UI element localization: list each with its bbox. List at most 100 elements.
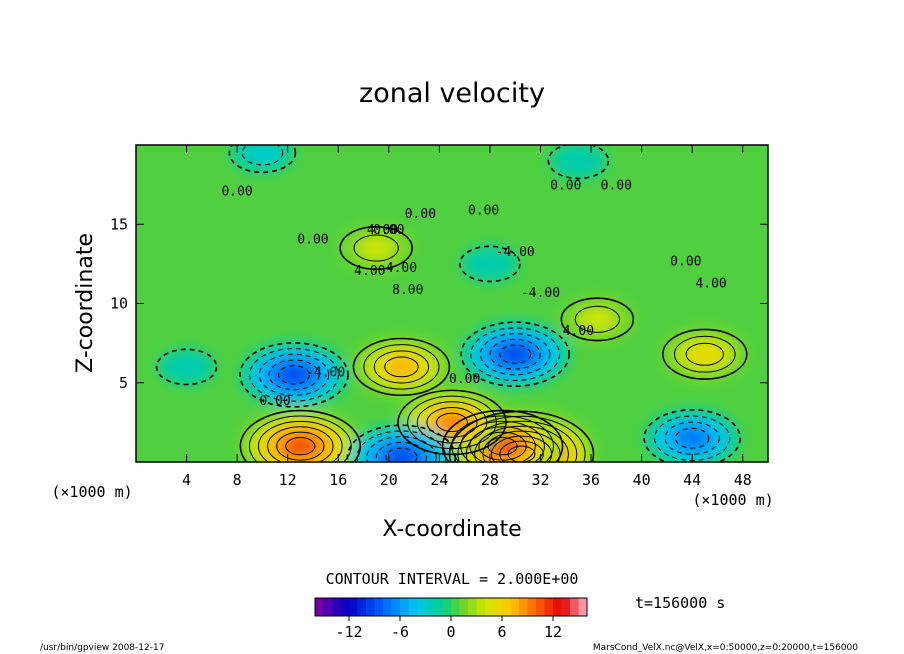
contour-line — [239, 409, 362, 462]
contour-line — [478, 431, 527, 461]
contour-line — [685, 342, 724, 366]
contour-line — [228, 145, 297, 174]
contour-line — [661, 328, 748, 380]
colorbar-bin — [323, 598, 333, 616]
field-shade — [389, 359, 414, 375]
contour-label: 4.00 — [563, 324, 594, 339]
x-tick-label: 12 — [279, 471, 297, 489]
x-unit-right: (×1000 m) — [692, 491, 773, 509]
plot-area: 0.000.00 0.000.000.000.000.000.000.000.00… — [135, 144, 769, 463]
colorbar-bin — [357, 598, 367, 616]
field-shade — [504, 347, 526, 361]
field-shade — [290, 440, 311, 453]
x-tick-label: 40 — [633, 471, 651, 489]
contour-line — [241, 145, 284, 166]
colorbar-bin — [476, 598, 486, 616]
contour-line — [460, 420, 545, 462]
contour-line — [479, 333, 551, 376]
colorbar-tick-label: 6 — [497, 623, 506, 641]
contour-label: -4.00 — [521, 286, 560, 301]
contour-label: 0.00 — [601, 178, 632, 193]
colorbar-bin — [493, 598, 503, 616]
x-tick-label: 8 — [233, 471, 242, 489]
colorbar-bin — [536, 598, 545, 616]
contour-label: 0.00 — [405, 207, 436, 222]
colorbar: -12 -6 0 6 12 — [314, 597, 588, 641]
contour-label: 0.00 — [468, 204, 499, 219]
contour-label: -4.00 — [496, 245, 535, 260]
contour-line — [407, 395, 497, 450]
colorbar-bin — [315, 598, 324, 616]
x-tick-label: 24 — [430, 471, 448, 489]
field-shade — [172, 358, 201, 376]
x-axis-label: X-coordinate — [382, 517, 521, 542]
field-feature — [562, 297, 633, 341]
contour-line — [278, 365, 310, 385]
contour-line — [276, 431, 325, 461]
contour-line — [574, 305, 621, 333]
colorbar-bin — [349, 598, 358, 616]
x-tick-label: 36 — [582, 471, 600, 489]
contour-line — [155, 348, 218, 386]
contour-label: -4.00 — [306, 365, 345, 380]
contour-line — [489, 338, 541, 370]
contour-line — [474, 425, 569, 462]
field-shade — [246, 145, 279, 163]
contour-line — [397, 389, 507, 456]
field-feature — [158, 349, 215, 385]
x-tick-label: 28 — [481, 471, 499, 489]
colorbar-bin — [332, 598, 341, 616]
colorbar-bin — [425, 598, 435, 616]
contour-label: 0.00 — [259, 394, 290, 409]
field-shade — [441, 415, 463, 429]
colorbar-tick-label: -6 — [391, 623, 409, 641]
contour-label: 0.00 — [550, 178, 581, 193]
contour-line — [560, 297, 635, 342]
x-tick-label: 16 — [329, 471, 347, 489]
colorbar-bin — [510, 598, 520, 616]
colorbar-bin — [408, 598, 418, 616]
contour-line — [363, 344, 440, 390]
field-shade — [358, 237, 394, 259]
contour-line — [248, 415, 352, 462]
contour-label: 4.00 — [386, 261, 417, 276]
colorbar-tick-label: -12 — [335, 623, 362, 641]
contour-line — [643, 409, 741, 462]
field-shade — [564, 151, 593, 170]
x-axis: 4 8 12 16 20 24 28 32 36 40 44 48 — [182, 145, 752, 489]
contour-line — [353, 234, 399, 262]
colorbar-bin — [544, 598, 554, 616]
contour-line — [258, 420, 343, 462]
footer-left: /usr/bin/gpview 2008-12-17 — [40, 643, 164, 653]
y-tick-label: 15 — [110, 215, 128, 233]
colorbar-bin — [468, 598, 477, 616]
contour-line — [352, 337, 451, 397]
contour-line — [373, 350, 430, 384]
contour-label: 0.00 — [373, 223, 404, 238]
colorbar-bin — [434, 598, 443, 616]
contour-line — [239, 342, 349, 408]
contour-line — [499, 440, 544, 462]
contour-label: 4.00 — [367, 223, 398, 238]
contour-line — [375, 441, 428, 462]
contour-line — [459, 245, 521, 283]
colorbar-bin — [374, 598, 384, 616]
x-unit-left: (×1000 m) — [51, 483, 132, 501]
footer-right: MarsCond_VelX.nc@VelX,x=0:50000,z=0:2000… — [593, 643, 858, 653]
contour-line — [356, 430, 447, 462]
contour-line — [258, 353, 330, 396]
contour-line — [416, 401, 488, 444]
field-shade — [283, 368, 305, 382]
y-axis-label: Z-coordinate — [73, 233, 98, 373]
contour-line — [384, 356, 419, 378]
x-tick-label: 44 — [683, 471, 701, 489]
colorbar-bin — [417, 598, 426, 616]
field-feature — [347, 424, 456, 462]
contour-line — [499, 344, 532, 364]
field-feature — [239, 409, 361, 462]
contour-line — [339, 226, 413, 271]
contour-line — [346, 424, 457, 462]
y-tick-label: 10 — [110, 295, 128, 313]
contour-label: 8.00 — [392, 283, 423, 298]
colorbar-tick-label: 12 — [544, 623, 562, 641]
